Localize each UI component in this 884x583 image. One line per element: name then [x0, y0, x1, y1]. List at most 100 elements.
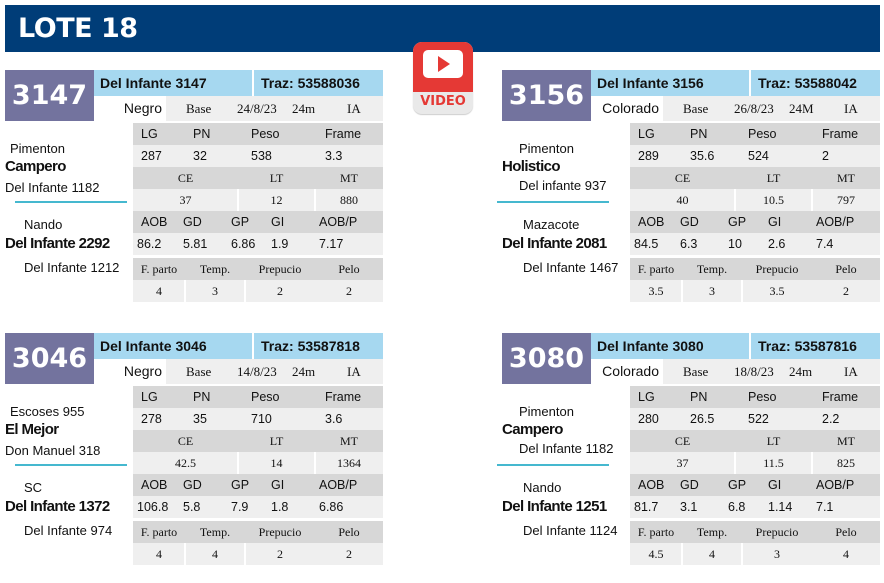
stat-label: Prepucio	[755, 262, 799, 276]
stat-label: PN	[690, 127, 708, 141]
stats-value-row: 106.8 5.8 7.9 1.8 6.86	[133, 496, 383, 518]
age: 24m	[292, 101, 316, 116]
base-label: Base	[186, 101, 212, 116]
dam-dam: Del Infante 1212	[24, 260, 120, 275]
stat-value: 880	[340, 193, 358, 207]
cell-separator	[244, 543, 246, 565]
stat-label: GD	[680, 478, 699, 492]
dam-dam: Del Infante 974	[24, 523, 113, 538]
stat-value: 7.4	[816, 237, 834, 251]
stat-value: 26.5	[690, 412, 715, 426]
stat-label: LG	[141, 390, 158, 404]
stat-label: GP	[728, 215, 747, 229]
dam-sire: Nando	[523, 480, 562, 495]
dam: Del Infante 1251	[502, 498, 607, 515]
stats-value-row: 42.5 14 1364	[133, 452, 383, 474]
sire-dam: Don Manuel 318	[5, 443, 101, 458]
stat-label: LT	[766, 434, 781, 448]
stat-value: 37	[676, 456, 689, 470]
stat-label: LG	[638, 127, 655, 141]
coat-color: Negro	[94, 96, 166, 121]
sire: El Mejor	[5, 421, 59, 438]
pedigree-divider	[15, 464, 127, 466]
animal-id: 3046	[5, 333, 94, 384]
age: 24m	[292, 364, 316, 379]
stats-value-row: 37 12 880	[133, 189, 383, 211]
stat-label: LG	[141, 127, 158, 141]
stats-value-row: 278 35 710 3.6	[133, 408, 383, 430]
stat-value: 1.9	[271, 237, 289, 251]
stat-label: AOB/P	[319, 215, 358, 229]
animal-card-3156: 3156 Del Infante 3156 Traz: 53588042 Col…	[497, 70, 882, 315]
stat-value: 5.8	[183, 500, 201, 514]
stats-header-row: AOB GD GP GI AOB/P	[630, 474, 880, 496]
stat-value: 106.8	[137, 500, 169, 514]
stats-header-row: LG PN Peso Frame	[133, 386, 383, 408]
pedigree-divider	[15, 201, 127, 203]
sire: Campero	[5, 158, 66, 175]
stat-value: 522	[748, 412, 769, 426]
stats-header-row: F. parto Temp. Prepucio Pelo	[630, 258, 880, 280]
sire-dam: Del Infante 1182	[5, 180, 100, 195]
stat-label: F. parto	[140, 262, 178, 276]
stat-label: AOB/P	[319, 478, 358, 492]
stats-header-row: F. parto Temp. Prepucio Pelo	[133, 521, 383, 543]
stat-label: Prepucio	[755, 525, 799, 539]
animal-id: 3156	[502, 70, 591, 121]
coat-color: Negro	[94, 359, 166, 384]
birth-date: 26/8/23	[734, 101, 774, 116]
animal-id: 3147	[5, 70, 94, 121]
stat-label: MT	[340, 434, 358, 448]
stats-header-row: AOB GD GP GI AOB/P	[630, 211, 880, 233]
sire-sire: Pimenton	[10, 141, 65, 156]
animal-name: Del Infante 3147	[94, 70, 252, 96]
stat-label: AOB	[638, 478, 665, 492]
stat-label: GP	[728, 478, 747, 492]
pedigree-divider	[497, 201, 609, 203]
info-row: Negro Base 24/8/23 24m IA	[94, 96, 383, 121]
stat-value: 6.86	[231, 237, 256, 251]
stat-label: CE	[177, 171, 194, 185]
stat-value: 2	[843, 284, 849, 298]
pedigree: Pimenton Campero Del Infante 1182 Nando …	[497, 384, 630, 578]
base-label: Base	[683, 364, 709, 379]
stat-label: Pelo	[835, 525, 857, 539]
sire-sire: Escoses 955	[10, 404, 85, 419]
stat-label: Pelo	[835, 262, 857, 276]
stats-header-row: CE LT MT	[630, 167, 880, 189]
stat-value: 4.5	[648, 547, 664, 561]
stat-value: 4	[843, 547, 849, 561]
dam: Del Infante 1372	[5, 498, 110, 515]
stat-label: GP	[231, 215, 250, 229]
stats-value-row: 3.5 3 3.5 2	[630, 280, 880, 302]
pedigree-divider	[497, 464, 609, 466]
stats-value-row: 84.5 6.3 10 2.6 7.4	[630, 233, 880, 255]
stat-value: 825	[837, 456, 855, 470]
stat-value: 35.6	[690, 149, 715, 163]
stat-value: 11.5	[763, 456, 784, 470]
stat-value: 4	[709, 547, 715, 561]
stat-value: 3	[709, 284, 715, 298]
cell-separator	[734, 189, 736, 211]
stat-value: 4	[212, 547, 218, 561]
animal-name: Del Infante 3156	[591, 70, 749, 96]
stats-value-row: 37 11.5 825	[630, 452, 880, 474]
stats-value-row: 280 26.5 522 2.2	[630, 408, 880, 430]
lot-title: LOTE 18	[18, 13, 138, 44]
stats-header-row: AOB GD GP GI AOB/P	[133, 474, 383, 496]
video-button[interactable]: VIDEO	[413, 42, 473, 114]
stats-value-row: 4.5 4 3 4	[630, 543, 880, 565]
stat-value: 37	[179, 193, 192, 207]
stats-value-row: 287 32 538 3.3	[133, 145, 383, 167]
coat-color: Colorado	[591, 96, 663, 121]
stat-value: 278	[141, 412, 162, 426]
cell-separator	[681, 543, 683, 565]
stat-value: 40	[676, 193, 689, 207]
stat-label: Temp.	[696, 525, 728, 539]
cell-separator	[184, 280, 186, 302]
traz-number: Traz: 53587816	[751, 333, 880, 359]
ia-label: IA	[347, 101, 361, 116]
stats-value-row: 86.2 5.81 6.86 1.9 7.17	[133, 233, 383, 255]
stats-header-row: LG PN Peso Frame	[133, 123, 383, 145]
sire-sire: Pimenton	[519, 404, 574, 419]
